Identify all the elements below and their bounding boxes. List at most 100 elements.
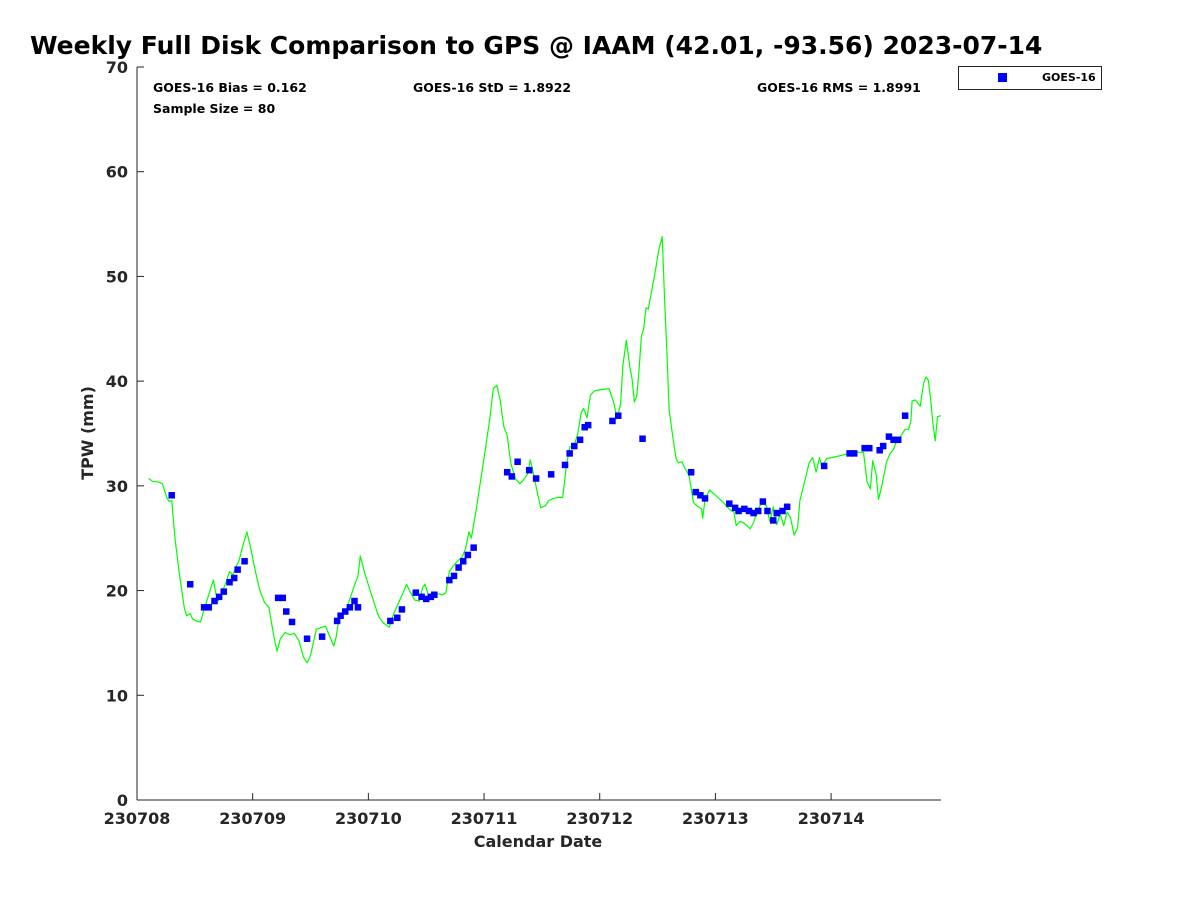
goes16-point (455, 564, 462, 571)
goes16-point (731, 504, 739, 512)
goes16-point (741, 505, 748, 513)
goes16-point (614, 412, 622, 419)
x-tick-label: 230710 (335, 809, 402, 828)
goes16-point (581, 423, 588, 431)
goes16-point (571, 442, 578, 450)
x-tick-label: 230714 (798, 809, 865, 828)
goes16-point (412, 589, 420, 596)
goes16-point (234, 566, 241, 573)
sample-size-stat: Sample Size = 80 (153, 101, 275, 116)
plot-area: 0 10 20 30 40 50 60 70 230708 230709 230710 230711… (104, 58, 942, 828)
chart-title: Weekly Full Disk Comparison to GPS @ IAA… (30, 31, 1042, 60)
goes16-point (464, 551, 472, 559)
goes16-point (754, 507, 762, 515)
legend: GOES-16 (958, 66, 1102, 90)
goes16-point (750, 509, 757, 517)
goes16-point (514, 458, 521, 466)
goes16-point (470, 544, 477, 551)
goes16-scatter-series (168, 412, 909, 642)
goes16-point (692, 488, 700, 496)
goes16-point (745, 507, 753, 515)
goes16-point (639, 435, 646, 442)
goes16-point (354, 604, 362, 611)
goes16-point (866, 444, 873, 452)
goes16-point (525, 466, 533, 474)
goes16-point (279, 594, 287, 602)
y-tick-label: 70 (106, 58, 128, 77)
goes16-point (503, 468, 511, 476)
legend-box (958, 66, 1102, 90)
goes16-point (779, 507, 786, 515)
rms-stat: GOES-16 RMS = 1.8991 (757, 80, 921, 95)
bias-stat: GOES-16 Bias = 0.162 (153, 80, 307, 95)
goes16-point (186, 581, 194, 588)
goes16-point (394, 614, 401, 622)
goes16-point (876, 447, 883, 454)
goes16-point (226, 578, 233, 586)
goes16-point (901, 412, 909, 419)
goes16-point (879, 442, 887, 450)
goes16-point (346, 604, 354, 611)
goes16-point (211, 597, 218, 605)
goes16-point (282, 608, 290, 615)
std-stat: GOES-16 StD = 1.8922 (413, 80, 571, 95)
y-tick-label: 20 (106, 582, 128, 601)
y-tick-label: 30 (106, 477, 128, 496)
goes16-point (168, 492, 175, 499)
goes16-point (230, 574, 238, 582)
y-tick-label: 10 (106, 686, 128, 705)
goes16-point (422, 595, 430, 603)
x-ticks: 230708 230709 230710 230711 230712 230713 2307… (104, 793, 865, 828)
y-tick-label: 60 (106, 163, 128, 182)
goes16-point (450, 572, 458, 580)
goes16-point (687, 468, 695, 476)
goes16-point (890, 436, 897, 444)
goes16-point (318, 633, 326, 640)
goes16-point (759, 498, 767, 505)
goes16-point (609, 417, 616, 425)
goes16-point (337, 612, 344, 619)
goes16-point (459, 558, 467, 565)
x-tick-label: 230708 (104, 809, 171, 828)
goes16-point (820, 462, 828, 470)
x-tick-label: 230709 (219, 809, 286, 828)
goes16-point (351, 597, 358, 605)
x-tick-label: 230712 (566, 809, 633, 828)
legend-marker-goes16 (998, 73, 1007, 82)
goes16-point (418, 593, 425, 601)
goes16-point (885, 433, 893, 440)
y-tick-label: 40 (106, 372, 128, 391)
goes16-point (764, 507, 771, 515)
goes16-point (561, 461, 569, 469)
goes16-point (773, 509, 780, 517)
x-tick-label: 230711 (451, 809, 518, 828)
goes16-point (431, 591, 438, 599)
gps-tpw-line (148, 236, 942, 664)
goes16-point (288, 618, 296, 626)
goes16-point (341, 608, 349, 615)
x-axis-label: Calendar Date (474, 832, 603, 851)
goes16-point (333, 617, 341, 625)
goes16-point (894, 436, 902, 444)
goes16-point (220, 588, 228, 595)
goes16-point (205, 604, 212, 611)
goes16-point (215, 593, 223, 601)
y-tick-label: 50 (106, 267, 128, 286)
legend-label-goes16: GOES-16 (1042, 71, 1096, 84)
goes16-point (427, 593, 435, 601)
goes16-point (576, 436, 584, 444)
goes16-point (566, 450, 573, 457)
gps-line-series (148, 236, 942, 664)
goes16-point (783, 503, 791, 511)
goes16-point (241, 558, 248, 565)
goes16-point (850, 450, 858, 457)
goes16-point (735, 507, 742, 515)
goes16-point (770, 517, 777, 524)
goes16-point (701, 495, 709, 502)
goes16-point (274, 594, 282, 602)
goes16-point (200, 604, 208, 611)
y-ticks: 0 10 20 30 40 50 60 70 (106, 58, 144, 810)
goes16-point (584, 421, 592, 429)
goes16-point (532, 475, 540, 482)
